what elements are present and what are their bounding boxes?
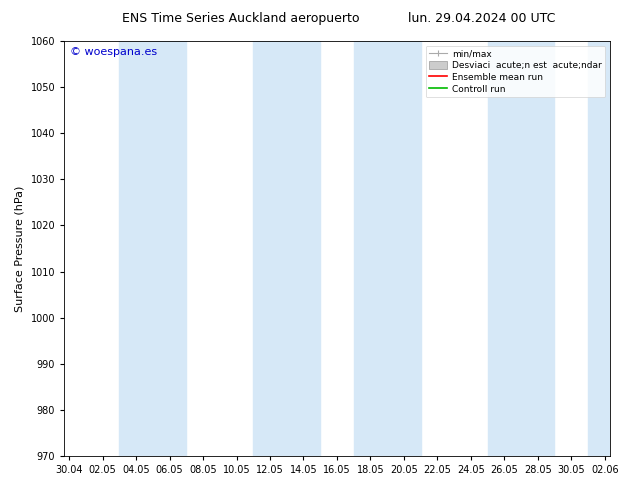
Text: ENS Time Series Auckland aeropuerto: ENS Time Series Auckland aeropuerto [122,12,359,25]
Bar [119,41,186,456]
Y-axis label: Surface Pressure (hPa): Surface Pressure (hPa) [15,185,25,312]
Bar [488,41,555,456]
Bar [588,41,621,456]
Bar [254,41,320,456]
Text: lun. 29.04.2024 00 UTC: lun. 29.04.2024 00 UTC [408,12,555,25]
Text: © woespana.es: © woespana.es [70,47,157,57]
Bar [354,41,420,456]
Legend: min/max, Desviaci  acute;n est  acute;ndar, Ensemble mean run, Controll run: min/max, Desviaci acute;n est acute;ndar… [425,46,605,98]
